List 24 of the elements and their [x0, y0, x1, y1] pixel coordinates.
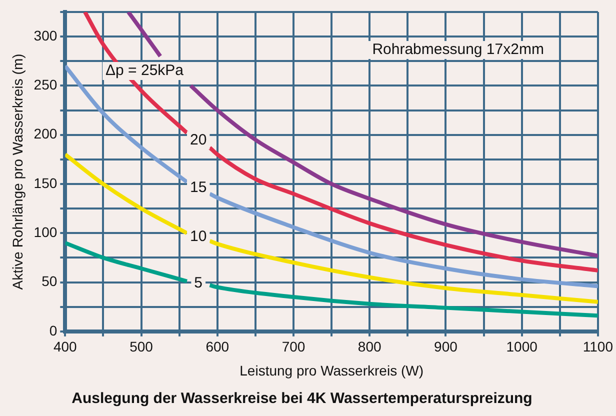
y-tick-label: 100	[34, 224, 58, 240]
series-label: 5	[194, 274, 203, 292]
y-tick-label: 300	[34, 27, 58, 44]
x-tick-label: 1000	[506, 338, 538, 355]
x-tick-label: 800	[358, 338, 382, 355]
y-axis-title: Aktive Rohrlänge pro Wasserkreis (m)	[9, 54, 26, 290]
y-tick-label: 150	[34, 174, 58, 191]
y-tick-label: 250	[34, 76, 58, 93]
x-tick-label: 900	[434, 338, 458, 355]
x-tick-label: 1100	[582, 338, 614, 355]
series-label: 20	[190, 131, 207, 148]
x-tick-label: 600	[206, 338, 230, 355]
text: Auslegung der Wasserkreise bei 4K Wassertemperaturspreizung	[72, 390, 532, 408]
series-label: 15	[190, 179, 207, 196]
y-tick-label: 50	[42, 273, 58, 290]
series-label: Δp = 25kPa	[106, 62, 184, 80]
x-tick-label: 700	[282, 338, 306, 355]
x-axis-title: Leistung pro Wasserkreis (W)	[240, 362, 424, 378]
y-tick-label: 0	[49, 322, 58, 338]
x-tick-label: 400	[53, 338, 78, 355]
series-label: 10	[190, 228, 207, 246]
annotation: Rohrabmessung 17x2mm	[372, 41, 544, 58]
y-tick-label: 200	[34, 126, 58, 142]
x-tick-label: 500	[130, 338, 154, 355]
